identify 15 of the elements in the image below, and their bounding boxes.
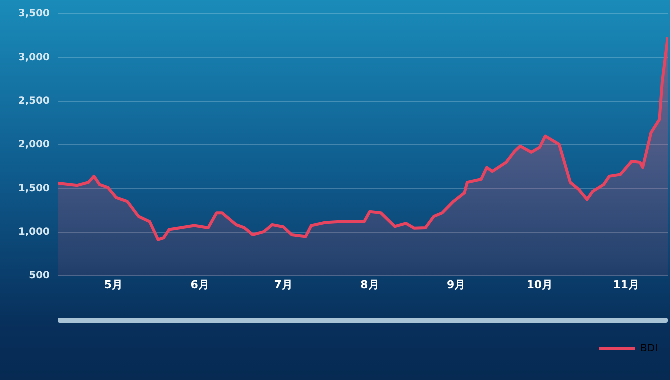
x-tick-label: 5月: [104, 278, 124, 292]
y-tick-label: 500: [29, 270, 50, 282]
y-tick-label: 1,500: [18, 183, 50, 194]
y-tick-label: 1,000: [18, 226, 50, 238]
x-tick-label: 11月: [613, 278, 640, 292]
y-tick-label: 3,500: [18, 8, 50, 20]
legend-label: BDI: [640, 344, 658, 355]
y-tick-label: 2,500: [18, 96, 50, 107]
x-tick-label: 7月: [274, 278, 293, 292]
x-tick-label: 9月: [446, 278, 466, 292]
x-tick-label: 6月: [190, 278, 210, 292]
x-tick-label: 10月: [526, 278, 554, 292]
y-tick-label: 3,000: [18, 52, 50, 64]
y-tick-label: 2,000: [18, 140, 50, 151]
x-tick-label: 8月: [360, 278, 380, 292]
